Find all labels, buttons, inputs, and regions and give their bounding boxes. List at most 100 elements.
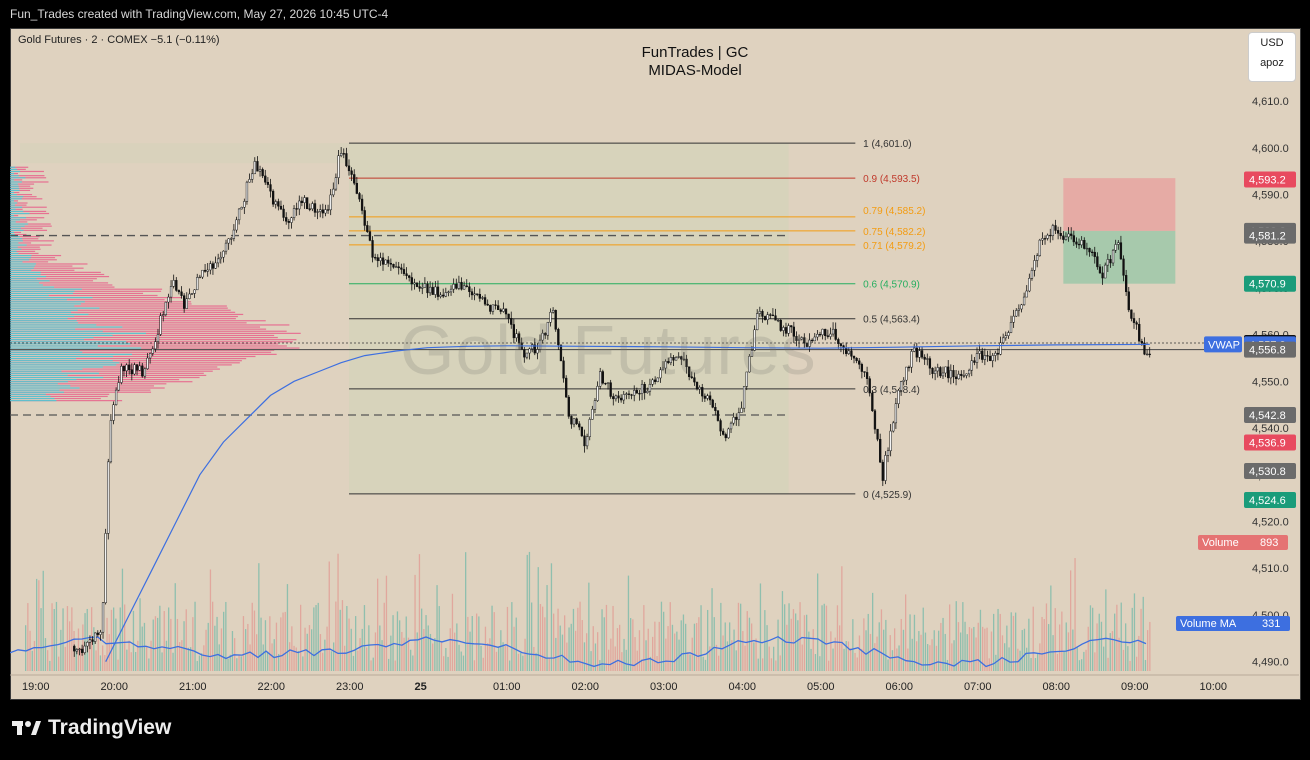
candle-body <box>578 424 580 427</box>
candle-body <box>131 370 133 374</box>
candle-body <box>361 199 363 210</box>
profile-row-cyan <box>10 223 28 224</box>
volume-bar <box>489 638 490 671</box>
volume-bar <box>784 604 785 671</box>
volume-bar <box>282 613 283 671</box>
volume-bar <box>296 647 297 671</box>
volume-bar <box>417 632 418 671</box>
volume-bar <box>762 658 763 671</box>
candle-body <box>1099 267 1101 273</box>
volume-bar <box>1008 647 1009 671</box>
candle-body <box>89 640 91 643</box>
candle-body <box>448 292 450 293</box>
candle-body <box>720 421 722 432</box>
profile-row-cyan <box>10 196 23 197</box>
candle-body <box>1110 259 1112 263</box>
candle-body <box>877 429 879 439</box>
volume-bar <box>612 606 613 671</box>
volume-bar <box>1017 649 1018 671</box>
candle-body <box>895 404 897 423</box>
volume-bar <box>588 583 589 671</box>
volume-bar <box>566 643 567 671</box>
volume-bar <box>128 641 129 671</box>
profile-row-cyan <box>10 293 73 294</box>
tradingview-logo[interactable]: TradingView <box>12 716 171 740</box>
candle-body <box>712 400 714 407</box>
volume-bar <box>920 635 921 671</box>
symbol-info[interactable]: Gold Futures · 2 · COMEX −5.1 (−0.11%) <box>18 34 220 46</box>
time-tick-label: 10:00 <box>1200 681 1228 693</box>
candle-body <box>419 287 421 289</box>
profile-row-cyan <box>10 186 19 187</box>
volume-bar <box>276 623 277 671</box>
volume-bar <box>1022 630 1023 671</box>
volume-bar <box>1072 630 1073 671</box>
volume-bar <box>1024 629 1025 671</box>
volume-bar <box>1083 652 1084 671</box>
volume-bar <box>56 602 57 671</box>
volume-bar <box>938 631 939 671</box>
time-tick-label: 20:00 <box>101 681 129 693</box>
profile-row-cyan <box>10 209 16 210</box>
volume-bar <box>738 603 739 671</box>
candle-body <box>1086 248 1088 249</box>
volume-bar <box>51 603 52 671</box>
volume-bar <box>634 637 635 671</box>
volume-bar <box>1048 624 1049 671</box>
candle-body <box>1073 236 1075 242</box>
candle-body <box>207 270 209 271</box>
volume-bar <box>335 602 336 671</box>
volume-bar <box>740 604 741 671</box>
volume-bar <box>302 656 303 671</box>
time-tick-label: 23:00 <box>336 681 364 693</box>
candle-body <box>272 191 274 204</box>
symbol-watermark: Gold Futures <box>400 310 817 390</box>
volume-bar <box>557 609 558 671</box>
profile-row-cyan <box>10 400 56 401</box>
volume-bar <box>285 612 286 671</box>
price-tick-label: 4,610.0 <box>1252 96 1289 108</box>
volume-bar <box>62 608 63 671</box>
volume-bar <box>755 639 756 671</box>
candle-body <box>709 396 711 400</box>
volume-bar <box>628 576 629 671</box>
currency-selector[interactable]: USD apoz <box>1248 32 1296 82</box>
volume-bar <box>183 621 184 671</box>
volume-bar <box>1121 603 1122 671</box>
volume-bar <box>311 629 312 671</box>
profile-row-cyan <box>10 169 17 170</box>
candle-body <box>79 649 81 650</box>
volume-bar <box>760 583 761 671</box>
profile-row-cyan <box>10 343 130 344</box>
volume-bar <box>626 650 627 671</box>
candle-body <box>382 258 384 265</box>
volume-bar <box>91 607 92 671</box>
candle-body <box>1136 323 1138 325</box>
volume-bar <box>1013 616 1014 671</box>
profile-row-cyan <box>10 244 27 245</box>
volume-bar <box>258 563 259 671</box>
candle-body <box>160 316 162 335</box>
profile-row-cyan <box>10 287 54 288</box>
volume-bar <box>104 655 105 671</box>
volume-bar <box>934 630 935 671</box>
volume-bar <box>969 627 970 671</box>
candle-body <box>879 439 881 462</box>
volume-bar <box>786 625 787 671</box>
volume-bar <box>111 610 112 671</box>
candle-body <box>149 353 151 358</box>
candle-body <box>947 367 949 378</box>
volume-bar <box>476 614 477 671</box>
candle-body <box>395 267 397 268</box>
volume-bar <box>245 629 246 671</box>
volume-bar <box>1041 617 1042 671</box>
profile-row-cyan <box>10 381 68 382</box>
volume-bar <box>348 619 349 671</box>
volume-bar <box>529 552 530 671</box>
volume-bar <box>791 619 792 671</box>
price-tick-label: 4,600.0 <box>1252 143 1289 155</box>
candle-body <box>1015 310 1017 316</box>
price-badge-text: 4,556.8 <box>1249 345 1286 357</box>
candle-body <box>259 169 261 171</box>
volume-bar <box>1134 593 1135 671</box>
